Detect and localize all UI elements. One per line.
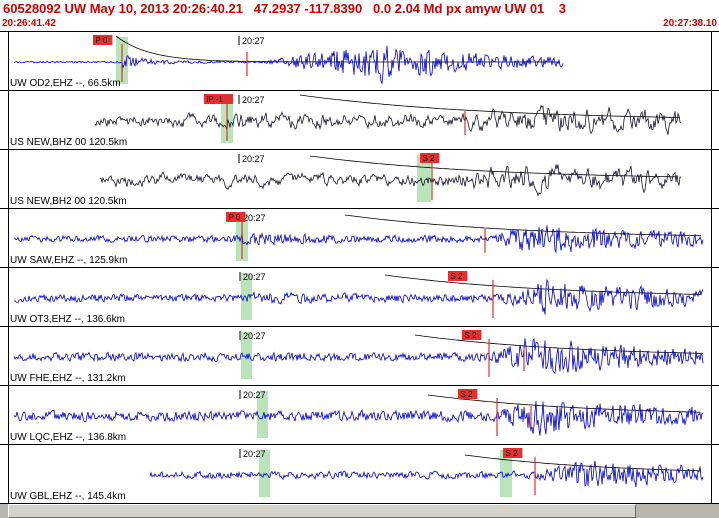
minute-label: 20:27	[243, 213, 266, 223]
waveform	[13, 400, 704, 436]
phase-pick-label: iP -1	[207, 95, 224, 104]
station-channel-label: UW LQC,EHZ --, 136.8km	[10, 432, 127, 443]
waveform	[149, 460, 704, 488]
phase-pick-flag[interactable]	[93, 35, 113, 45]
window-start-time: 20:26:41.42	[2, 18, 56, 29]
trace-panel[interactable]: 20:27 iP -1 US NEW,BHZ 00 120.5km	[0, 91, 719, 150]
phase-pick-label: P 0	[96, 36, 108, 45]
waveform	[13, 338, 704, 375]
trace-panel[interactable]: 20:27 S 2 US NEW,BH2 00 120.5km	[0, 150, 719, 209]
pick-window	[241, 273, 252, 320]
plot-right-border	[711, 32, 712, 504]
phase-pick-flag[interactable]	[448, 271, 468, 281]
phase-pick-label: S 2	[506, 449, 519, 458]
event-header: 60528092 UW May 10, 2013 20:26:40.21 47.…	[3, 1, 566, 16]
trace-plot: 20:27P 0	[13, 212, 704, 261]
minute-label: 20:27	[243, 272, 266, 282]
trace-panel[interactable]: 20:27 P 0 UW OD2,EHZ --, 66.5km	[0, 32, 719, 91]
waveform	[13, 278, 704, 315]
trace-panel[interactable]: 20:27 S 2 UW FHE,EHZ --, 131.2km	[0, 327, 719, 386]
phase-pick-label: P 0	[229, 213, 241, 222]
coda-decay-curve	[344, 214, 702, 237]
trace-panel[interactable]: 20:27 S 2 UW LQC,EHZ --, 136.8km	[0, 386, 719, 445]
station-channel-label: UW OD2,EHZ --, 66.5km	[10, 78, 121, 89]
trace-stack: 20:27 P 0 UW OD2,EHZ --, 66.5km 20:27 iP -1 U…	[0, 31, 719, 504]
phase-pick-flag[interactable]	[458, 389, 478, 399]
coda-decay-curve	[299, 94, 681, 118]
trace-plot: 20:27 S 2	[149, 448, 704, 497]
coda-decay-curve	[115, 35, 560, 63]
phase-pick-label: S 2	[461, 390, 474, 399]
phase-pick-label: S 2	[451, 272, 464, 281]
phase-pick-flag[interactable]	[420, 153, 440, 163]
trace-plot: 20:27 S 2	[13, 271, 704, 320]
coda-decay-curve	[384, 274, 702, 295]
minute-label: 20:27	[243, 331, 266, 341]
pick-window	[257, 391, 268, 438]
plot-left-border	[8, 32, 9, 504]
coda-decay-curve	[309, 155, 679, 178]
trace-plot: 20:27 iP -1	[94, 94, 682, 143]
station-channel-label: UW GBL,EHZ --, 145.4km	[10, 491, 126, 502]
station-channel-label: US NEW,BH2 00 120.5km	[10, 196, 127, 207]
window-end-time: 20:27:38.10	[663, 18, 717, 29]
waveform	[13, 45, 564, 85]
minute-label: 20:27	[242, 154, 265, 164]
waveform	[13, 225, 704, 254]
station-channel-label: UW FHE,EHZ --, 131.2km	[10, 373, 126, 384]
trace-plot: 20:27 S 2	[13, 389, 704, 438]
waveform	[99, 164, 682, 197]
station-channel-label: US NEW,BHZ 00 120.5km	[10, 137, 128, 148]
trace-panel[interactable]: 20:27 S 2 UW GBL,EHZ --, 145.4km	[0, 445, 719, 504]
trace-panel[interactable]: 20:27 P 0 UW SAW,EHZ --, 125.9km	[0, 209, 719, 268]
scrollbar-thumb[interactable]	[8, 504, 636, 518]
minute-label: 20:27	[242, 36, 265, 46]
trace-plot: 20:27 S 2	[13, 330, 704, 379]
phase-pick-flag[interactable]	[204, 94, 233, 104]
phase-pick-flag[interactable]	[462, 330, 482, 340]
trace-panel[interactable]: 20:27 S 2 UW OT3,EHZ --, 136.6km	[0, 268, 719, 327]
coda-decay-curve	[414, 334, 704, 354]
minute-label: 20:27	[242, 95, 265, 105]
minute-label: 20:27	[243, 449, 266, 459]
station-channel-label: UW OT3,EHZ --, 136.6km	[10, 314, 126, 325]
pick-window	[259, 450, 270, 497]
minute-label: 20:27	[243, 390, 266, 400]
station-channel-label: UW SAW,EHZ --, 125.9km	[10, 255, 128, 266]
phase-pick-flag[interactable]	[503, 448, 523, 458]
horizontal-scrollbar[interactable]	[0, 504, 719, 518]
phase-pick-label: S 2	[423, 154, 436, 163]
waveform	[94, 104, 682, 135]
time-range-bar: 20:26:41.42 20:27:38.10	[0, 18, 719, 31]
trace-plot: 20:27 P 0	[13, 35, 564, 85]
phase-pick-label: S 2	[465, 331, 478, 340]
phase-pick-flag[interactable]	[226, 212, 246, 222]
trace-plot: 20:27 S 2	[99, 153, 682, 202]
